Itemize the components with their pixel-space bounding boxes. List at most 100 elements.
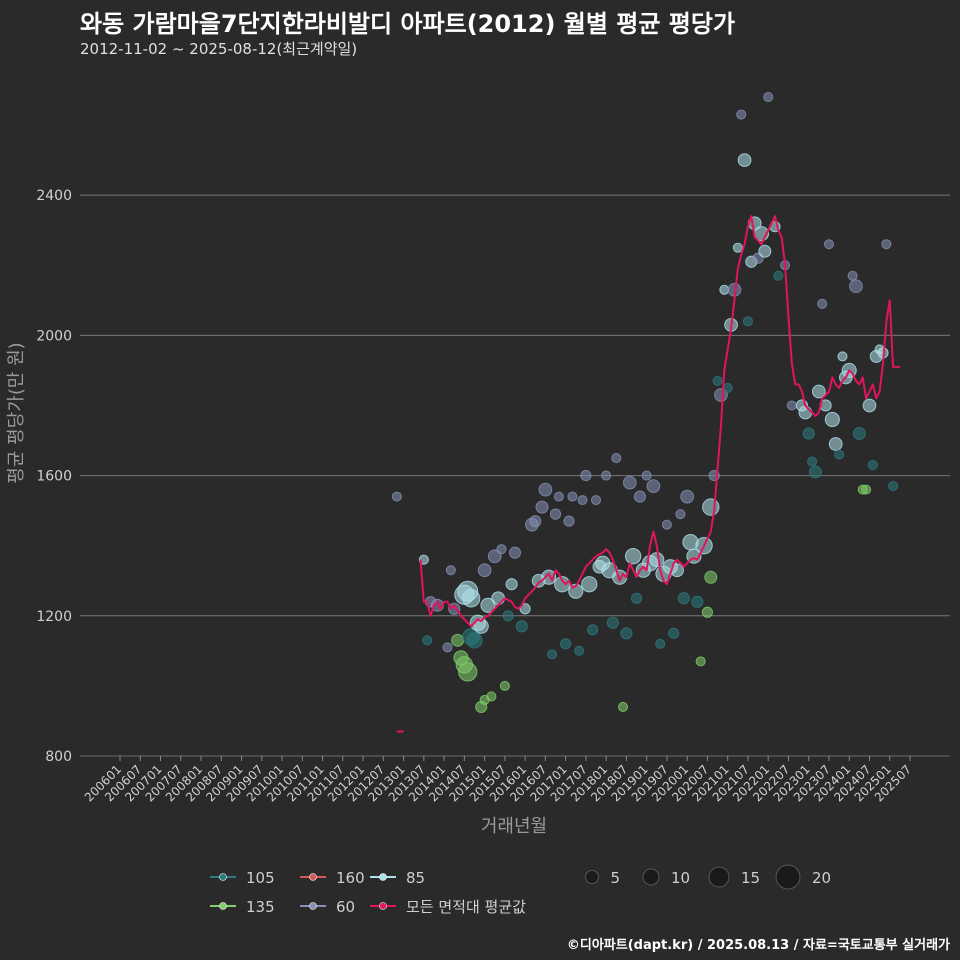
data-point: [630, 592, 643, 604]
data-point: [461, 589, 481, 608]
data-point: [587, 624, 599, 636]
size-legend-label: 20: [812, 869, 831, 887]
data-point: [695, 656, 706, 667]
size-legend-circle: [708, 866, 730, 888]
data-point: [633, 490, 646, 503]
data-point: [702, 498, 720, 516]
x-axis-label: 거래년월: [481, 816, 547, 837]
y-tick-label: 1600: [36, 469, 72, 485]
legend-label: 135: [246, 898, 275, 916]
data-point: [763, 91, 774, 103]
data-point: [618, 701, 629, 712]
data-point: [448, 602, 461, 615]
legend-label: 85: [406, 869, 425, 887]
legend: 105 160 85 135 60 모든 면적대 평균값: [210, 869, 526, 916]
data-point: [704, 570, 718, 584]
chart-title: 와동 가람마을7단지한라비발디 아파트(2012) 월별 평균 평당가: [80, 10, 736, 38]
data-point: [655, 638, 666, 649]
data-point: [475, 700, 488, 714]
size-legend-circle: [642, 868, 660, 886]
data-point: [675, 509, 686, 520]
data-point: [391, 491, 402, 502]
data-point: [680, 489, 695, 504]
data-point: [519, 603, 531, 615]
data-point: [580, 469, 592, 482]
data-point: [563, 515, 575, 527]
data-point: [758, 244, 772, 258]
data-point: [553, 491, 564, 502]
data-point: [649, 552, 665, 568]
data-point: [547, 649, 558, 660]
data-point: [847, 270, 858, 281]
data-point: [722, 382, 733, 393]
data-point: [462, 628, 480, 646]
size-legend-circle: [585, 870, 599, 884]
legend-swatch-dot: [309, 873, 317, 881]
data-point: [852, 427, 866, 441]
data-point: [567, 491, 578, 502]
size-legend-circle: [775, 864, 801, 890]
data-point: [445, 565, 456, 576]
legend-swatch-dot: [219, 902, 227, 910]
data-point: [491, 591, 506, 606]
data-point: [691, 595, 704, 608]
data-point: [823, 239, 835, 250]
data-point: [625, 548, 642, 565]
y-tick-label: 2000: [36, 328, 72, 344]
data-point: [529, 515, 542, 528]
data-point: [505, 578, 518, 591]
size-legend: 5 10 15 20: [585, 864, 831, 890]
y-tick-label: 1200: [36, 609, 72, 625]
scatter-points: [391, 91, 899, 714]
chart-subtitle: 2012-11-02 ~ 2025-08-12(최근계약일): [80, 40, 358, 58]
data-point: [881, 239, 892, 250]
size-legend-label: 5: [611, 869, 621, 887]
data-point: [837, 351, 848, 362]
data-point: [549, 508, 562, 520]
y-tick-label: 2400: [36, 188, 72, 204]
data-point: [422, 635, 433, 646]
data-point: [641, 470, 652, 481]
legend-label: 60: [336, 898, 355, 916]
data-point: [773, 270, 784, 281]
y-axis-ticks: 800 1200 1600 2000 2400: [36, 188, 72, 765]
data-point: [861, 484, 872, 495]
legend-swatch-dot: [309, 902, 317, 910]
data-point: [535, 500, 549, 514]
data-point: [808, 465, 822, 479]
data-point: [802, 427, 815, 440]
data-point: [849, 279, 863, 294]
data-point: [442, 642, 453, 653]
data-point: [888, 481, 899, 492]
legend-swatch-dot: [379, 902, 387, 910]
data-point: [712, 375, 723, 386]
data-point: [714, 388, 728, 402]
data-point: [719, 284, 730, 295]
y-axis-label: 평균 평당가(만 원): [6, 342, 27, 483]
data-point: [661, 519, 672, 530]
legend-label: 160: [336, 869, 365, 887]
average-line: [419, 215, 900, 628]
gridlines: [80, 194, 950, 757]
average-line-group: [396, 215, 900, 733]
data-point: [577, 495, 588, 506]
data-point: [508, 546, 522, 559]
legend-label: 모든 면적대 평균값: [406, 898, 526, 916]
data-point: [622, 475, 637, 490]
source-caption: ©디아파트(dapt.kr) / 2025.08.13 / 자료=국토교통부 실…: [566, 938, 950, 953]
data-point: [742, 316, 753, 327]
data-point: [646, 479, 661, 493]
data-point: [606, 616, 619, 629]
data-point: [590, 495, 602, 506]
data-point: [824, 411, 840, 428]
data-point: [487, 549, 502, 564]
data-point: [736, 109, 747, 120]
y-tick-label: 800: [45, 749, 72, 765]
x-axis-ticks: 2006012006072007012007072008012008072009…: [82, 756, 914, 805]
data-point: [480, 597, 496, 613]
data-point: [867, 460, 878, 471]
size-legend-label: 15: [741, 869, 760, 887]
data-point: [486, 691, 497, 702]
data-point: [560, 638, 572, 650]
